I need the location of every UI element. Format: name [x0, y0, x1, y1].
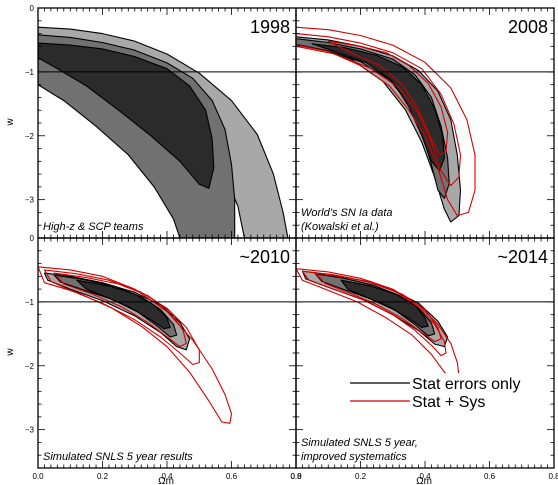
x-tick-label: 0.2 — [355, 472, 367, 481]
year-label: ~2014 — [497, 247, 548, 267]
sys-contour-95-4 — [301, 270, 447, 357]
stat-contour-95-4 — [314, 273, 436, 337]
panel-note-line: Simulated SNLS 5 year results — [43, 451, 193, 463]
panels-layer: 1998 High-z & SCP teams 0 −1 −2 −3 2008 World’s… — [25, 4, 558, 481]
stat-contour-68-3 — [311, 43, 445, 172]
y-tick-label: −2 — [25, 362, 35, 371]
x-tick-label: 0.0 — [290, 472, 302, 481]
sys-contour-95-4 — [296, 33, 462, 187]
stat-contour-68-3 — [76, 279, 171, 330]
year-label: 2008 — [508, 17, 548, 37]
sys-contour-68-3 — [53, 272, 187, 348]
legend-label-stat: Stat errors only — [412, 376, 520, 393]
ticks — [37, 7, 297, 239]
y-tick-label: 0 — [30, 234, 35, 243]
sys-contour-99-7 — [296, 26, 476, 217]
x-tick-label: 0.0 — [32, 472, 44, 481]
y-tick-label: −2 — [25, 132, 35, 141]
panel-note-line: Simulated SNLS 5 year, — [301, 437, 418, 449]
panel-frame — [295, 237, 555, 469]
stat-contour-68-3 — [340, 279, 429, 328]
x-axis-title-left: Ωm — [158, 476, 174, 485]
ticks — [295, 237, 555, 469]
x-tick-label: 0.2 — [97, 472, 109, 481]
panel-2010: ~2010 Simulated SNLS 5 year results 0 −1 −2 −… — [25, 234, 302, 481]
legend: Stat errors only Stat + Sys — [348, 373, 548, 415]
sys-contour-68-3 — [314, 272, 442, 343]
y-axis-title-bottom: w — [5, 348, 16, 357]
panel-2014: ~2014 Simulated SNLS 5 year, improved syst… — [290, 237, 558, 481]
legend-background — [348, 373, 548, 415]
y-tick-label: −3 — [25, 426, 35, 435]
x-tick-label: 0.4 — [161, 472, 173, 481]
y-axis-title-top: w — [5, 118, 16, 127]
y-tick-label: −3 — [25, 196, 35, 205]
x-tick-label: 0.8 — [548, 472, 558, 481]
ticks — [295, 7, 555, 239]
panel-2008: 2008 World’s SN Ia data (Kowalski et al.) — [295, 7, 555, 239]
y-tick-label: −1 — [25, 68, 35, 77]
panel-note-line: improved systematics — [301, 451, 407, 463]
year-label: 1998 — [250, 17, 290, 37]
panel-note-line: (Kowalski et al.) — [301, 221, 379, 233]
legend-label-sys: Stat + Sys — [412, 394, 485, 411]
y-tick-label: −1 — [25, 298, 35, 307]
ticks — [37, 237, 297, 469]
panel-frame — [37, 237, 297, 469]
panel-note-line: High-z & SCP teams — [43, 221, 144, 233]
x-axis-title-right: Ωm — [416, 476, 432, 485]
panel-1998: 1998 High-z & SCP teams 0 −1 −2 −3 — [25, 4, 297, 239]
x-tick-label: 0.4 — [419, 472, 431, 481]
plot-area-2014 — [296, 268, 554, 381]
plot-area-2008 — [296, 26, 554, 223]
panel-note-line: World’s SN Ia data — [301, 207, 393, 219]
stat-contour-68-3 — [38, 42, 215, 189]
x-tick-label: 0.8 — [290, 472, 302, 481]
x-tick-label: 0.6 — [226, 472, 238, 481]
y-tick-label: 0 — [30, 4, 35, 13]
x-tick-label: 0.6 — [484, 472, 496, 481]
year-label: ~2010 — [239, 247, 290, 267]
plot-area-1998 — [38, 26, 296, 238]
plot-area-2010 — [38, 266, 296, 424]
